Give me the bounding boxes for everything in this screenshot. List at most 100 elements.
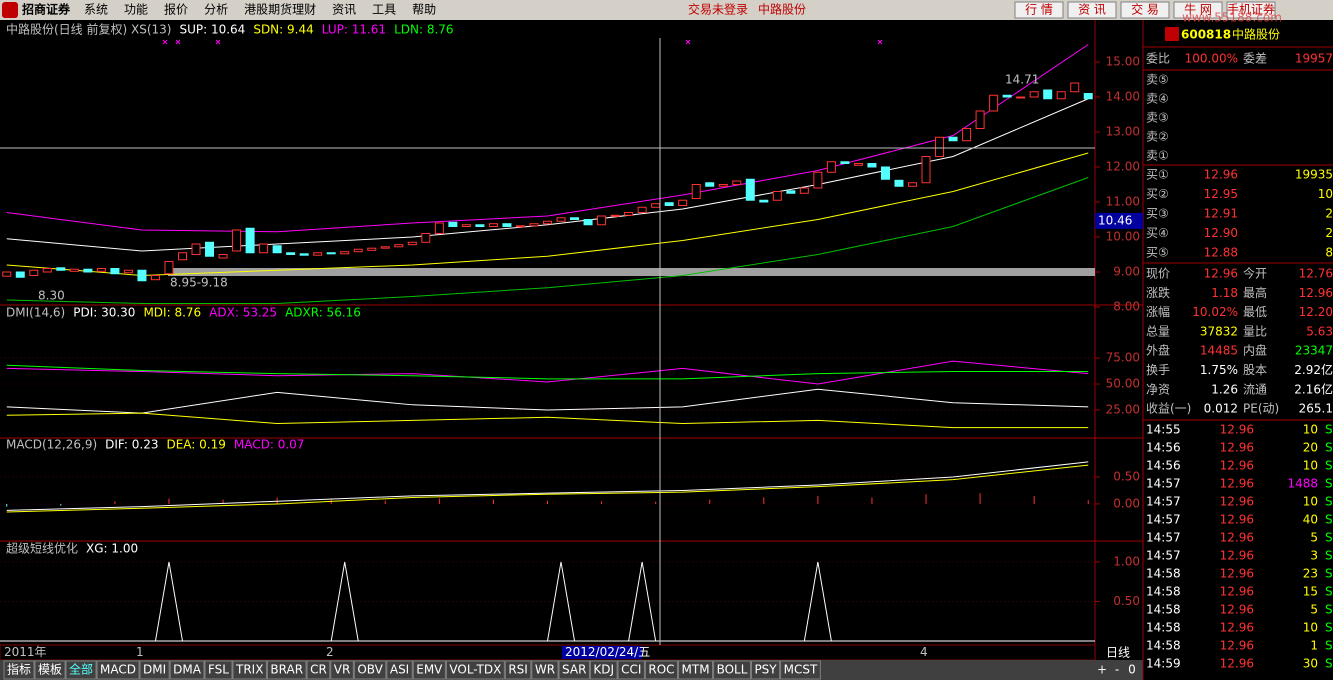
indicator-tab[interactable]: RSI [508, 663, 528, 677]
indicator-tab[interactable]: 全部 [69, 662, 93, 677]
candle [935, 136, 945, 157]
indicator-tab[interactable]: ASI [390, 663, 409, 677]
indicator-tab[interactable]: DMI [143, 663, 166, 677]
menu-item[interactable]: 帮助 [412, 3, 436, 17]
menu-item[interactable]: 港股期货理财 [244, 2, 316, 17]
candle [962, 128, 972, 142]
stat-label: 今开 [1243, 266, 1267, 281]
trade-volume: 10 [1303, 459, 1318, 473]
stat-value: 1.75% [1200, 363, 1238, 377]
indicator-tab[interactable]: ROC [648, 663, 674, 677]
tab-border [750, 660, 781, 680]
menu-button-label[interactable]: 手机证券 [1227, 2, 1275, 17]
indicator-tab[interactable]: BRAR [270, 663, 303, 677]
candle [421, 233, 431, 243]
trade-time: 14:57 [1146, 495, 1181, 509]
candle [570, 217, 580, 220]
zoom-button[interactable]: + [1097, 663, 1107, 677]
indicator-tab[interactable]: MACD [100, 663, 136, 677]
indicator-tab[interactable]: VOL-TDX [449, 663, 501, 677]
trade-price: 12.96 [1220, 621, 1254, 635]
menu-button[interactable] [1014, 1, 1064, 19]
y-tick-label: 50.00 [1106, 377, 1140, 391]
menu-button-label[interactable]: 牛 网 [1184, 2, 1212, 17]
indicator-tab[interactable]: DMA [173, 663, 202, 677]
indicator-tab[interactable]: WR [535, 663, 555, 677]
menu-item[interactable]: 功能 [124, 3, 148, 17]
trade-volume: 1 [1310, 639, 1318, 653]
candle [475, 224, 485, 227]
ask-label: 卖④ [1146, 92, 1169, 106]
price-annotation: 8.95-9.18 [170, 276, 228, 290]
tab-border [589, 660, 618, 680]
trade-volume: 5 [1310, 603, 1318, 617]
trade-side: S [1325, 513, 1333, 527]
menu-button[interactable] [1120, 1, 1170, 19]
zoom-button[interactable]: - [1115, 663, 1119, 677]
candle [299, 253, 309, 256]
menu-button-label[interactable]: 行 情 [1025, 3, 1053, 17]
indicator-tab[interactable]: FSL [208, 663, 229, 677]
indicator-tab[interactable]: MCST [784, 663, 818, 677]
price-annotation: 8.30 [38, 289, 65, 303]
menu-button-label[interactable]: 资 讯 [1078, 3, 1106, 17]
trade-volume: 1488 [1287, 477, 1318, 491]
indicator-tab[interactable]: CR [310, 663, 327, 677]
menu-button[interactable] [1067, 1, 1117, 19]
y-tick-label: 12.00 [1106, 160, 1140, 174]
date-label: 2012/02/24/五 [565, 645, 650, 659]
indicator-value: SDN: 9.44 [253, 23, 313, 37]
signal-marker [162, 39, 168, 45]
indicator-tab[interactable]: PSY [754, 663, 777, 677]
indicator-value: MDI: 8.76 [143, 306, 201, 320]
stock-name: 中路股份 [1232, 27, 1280, 42]
indicator-tab[interactable]: MTM [682, 663, 710, 677]
trade-price: 12.96 [1220, 495, 1254, 509]
trade-time: 14:57 [1146, 477, 1181, 491]
trade-time: 14:56 [1146, 459, 1181, 473]
trade-side: S [1325, 639, 1333, 653]
tab-border [780, 660, 821, 680]
indicator-tab[interactable]: TRIX [235, 663, 263, 677]
candle [394, 244, 404, 248]
signal-marker [215, 39, 221, 45]
menu-item[interactable]: 系统 [84, 3, 108, 17]
menu-button-label[interactable]: 交 易 [1131, 2, 1159, 17]
y-tick-label: 10.00 [1106, 230, 1140, 244]
menu-item[interactable]: 工具 [372, 3, 396, 17]
stat-label: 量比 [1243, 324, 1267, 338]
candle [205, 241, 215, 257]
indicator-tab[interactable]: BOLL [717, 663, 748, 677]
indicator-tab[interactable]: CCI [621, 663, 641, 677]
candle [407, 241, 417, 246]
stat-value: 2.16亿 [1294, 381, 1333, 396]
trade-time: 14:58 [1146, 567, 1181, 581]
tab-border [306, 660, 331, 680]
menu-item[interactable]: 资讯 [332, 3, 356, 17]
indicator-tab[interactable]: VR [334, 663, 351, 677]
candle [759, 199, 769, 203]
zoom-button[interactable]: 0 [1128, 663, 1136, 677]
menu-button[interactable] [1173, 1, 1223, 19]
menu-item[interactable]: 报价 [164, 2, 188, 17]
trade-volume: 3 [1310, 549, 1318, 563]
indicator-tab[interactable]: 模板 [38, 663, 62, 677]
indicator-tab[interactable]: SAR [562, 663, 586, 677]
candle [624, 212, 634, 216]
candle [29, 269, 39, 276]
indicator-tab[interactable]: KDJ [593, 663, 614, 677]
candle [42, 268, 52, 273]
menu-item[interactable]: 分析 [204, 3, 228, 17]
bid-label: 买③ [1146, 207, 1169, 221]
logo-text: 招商证券 [22, 2, 71, 17]
menu-button[interactable] [1226, 1, 1276, 19]
indicator-tab[interactable]: EMV [416, 663, 443, 677]
indicator-tab[interactable]: 指标 [7, 662, 31, 677]
tab-border [65, 660, 97, 680]
signal-marker [685, 39, 691, 45]
indicator-tab[interactable]: OBV [357, 663, 383, 677]
candle [1070, 82, 1080, 93]
bid-price: 12.88 [1204, 246, 1238, 260]
bid-volume: 10 [1318, 187, 1333, 201]
